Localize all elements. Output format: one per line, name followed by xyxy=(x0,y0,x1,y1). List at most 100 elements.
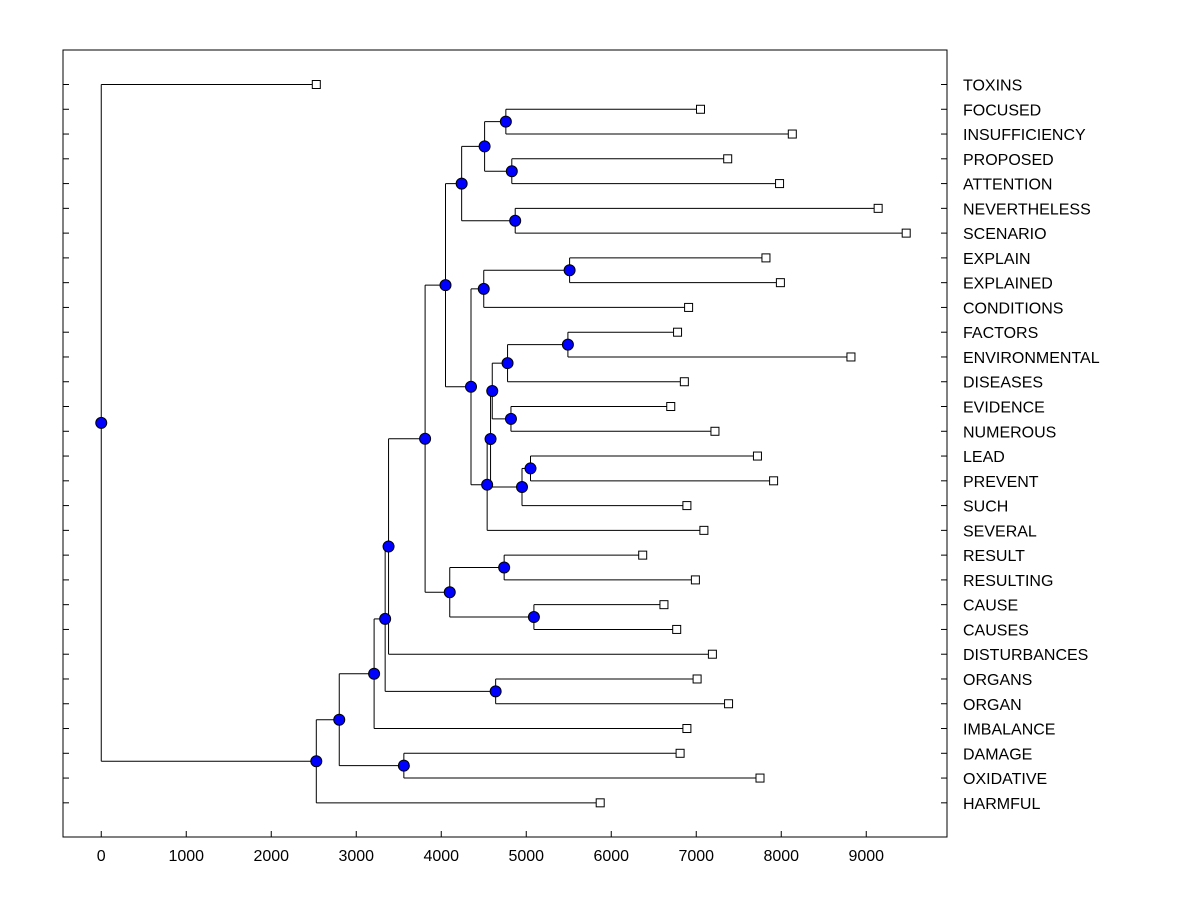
merge-node-marker xyxy=(489,685,502,698)
x-tick-label: 0 xyxy=(97,848,106,865)
leaf-label: TOXINS xyxy=(963,78,1022,95)
leaf-label: ENVIRONMENTAL xyxy=(963,350,1100,367)
y-ticks xyxy=(63,84,947,804)
leaf-marker xyxy=(682,501,692,511)
leaf-marker xyxy=(775,179,785,189)
leaf-label: RESULT xyxy=(963,548,1025,565)
leaf-label: EXPLAIN xyxy=(963,251,1031,268)
leaf-label: NUMEROUS xyxy=(963,424,1056,441)
merge-node-marker xyxy=(484,433,497,446)
leaf-marker xyxy=(723,154,733,164)
links-layer xyxy=(100,84,907,804)
merge-node-marker xyxy=(95,416,108,429)
leaf-marker xyxy=(684,302,694,312)
leaf-label: DAMAGE xyxy=(963,746,1032,763)
merge-node-marker xyxy=(439,279,452,292)
leaf-label: SUCH xyxy=(963,499,1008,516)
merge-node-marker xyxy=(379,612,392,625)
x-tick-label: 6000 xyxy=(593,848,629,865)
leaf-label: RESULTING xyxy=(963,573,1053,590)
leaf-label: OXIDATIVE xyxy=(963,771,1047,788)
leaf-marker xyxy=(659,600,669,610)
leaf-marker xyxy=(679,377,689,387)
leaf-label: NEVERTHELESS xyxy=(963,201,1091,218)
leaf-marker xyxy=(846,352,856,362)
leaf-marker xyxy=(707,649,717,659)
merge-node-marker xyxy=(465,380,477,393)
merge-node-marker xyxy=(443,586,456,599)
leaf-label: FACTORS xyxy=(963,325,1038,342)
merge-node-marker xyxy=(498,561,511,574)
leaf-label: IMBALANCE xyxy=(963,722,1055,739)
leaf-label: LEAD xyxy=(963,449,1005,466)
leaf-marker xyxy=(699,525,709,535)
x-tick-label: 7000 xyxy=(678,848,714,865)
leaf-label: DISTURBANCES xyxy=(963,647,1088,664)
x-tick-label: 8000 xyxy=(763,848,799,865)
merge-node-marker xyxy=(516,481,528,494)
leaf-marker xyxy=(673,327,683,337)
leaf-label: DISEASES xyxy=(963,375,1043,392)
leaf-marker xyxy=(682,724,692,734)
x-tick-label: 1000 xyxy=(168,848,204,865)
leaf-label: FOCUSED xyxy=(963,102,1041,119)
leaf-marker xyxy=(787,129,797,139)
leaf-label: EXPLAINED xyxy=(963,276,1053,293)
leaf-marker xyxy=(755,773,765,783)
merge-node-marker xyxy=(455,177,468,190)
x-tick-label: 3000 xyxy=(338,848,374,865)
leaf-label: CAUSES xyxy=(963,622,1029,639)
merge-node-marker xyxy=(310,755,323,768)
leaf-marker xyxy=(595,798,605,808)
merge-node-marker xyxy=(419,432,432,445)
leaf-markers-layer xyxy=(311,80,911,808)
leaf-marker xyxy=(696,104,705,114)
plot-frame xyxy=(62,49,948,838)
leaf-label: ORGAN xyxy=(963,697,1022,714)
x-tick-label: 2000 xyxy=(253,848,289,865)
leaf-marker xyxy=(873,203,883,213)
leaf-label: SCENARIO xyxy=(963,226,1047,243)
merge-node-marker xyxy=(368,667,381,680)
leaf-marker xyxy=(901,228,911,238)
leaf-label: ORGANS xyxy=(963,672,1032,689)
leaf-label: PROPOSED xyxy=(963,152,1054,169)
leaf-marker xyxy=(672,624,682,634)
leaf-marker xyxy=(675,748,685,758)
leaf-marker xyxy=(724,699,734,709)
leaf-label: CAUSE xyxy=(963,598,1018,615)
merge-node-marker xyxy=(477,282,490,295)
merge-node-marker xyxy=(382,540,395,553)
leaf-label: CONDITIONS xyxy=(963,300,1063,317)
leaf-marker xyxy=(692,674,702,684)
leaf-marker xyxy=(769,476,779,486)
leaf-marker xyxy=(752,451,762,461)
merge-node-marker xyxy=(333,713,346,726)
merge-node-marker xyxy=(501,357,514,370)
merge-node-marker xyxy=(524,462,537,475)
x-axis: 0 1000 2000 3000 4000 5000 6000 7000 8000 9000 xyxy=(97,831,884,865)
leaf-label: INSUFFICIENCY xyxy=(963,127,1086,144)
leaf-marker xyxy=(311,80,321,89)
merge-node-marker xyxy=(499,115,512,128)
leaf-marker xyxy=(775,278,785,288)
leaf-label: ATTENTION xyxy=(963,177,1052,194)
x-tick-label: 5000 xyxy=(508,848,544,865)
leaf-label: PREVENT xyxy=(963,474,1039,491)
leaf-labels-layer: TOXINS FOCUSED INSUFFICIENCY PROPOSED ATTENT… xyxy=(963,78,1100,813)
x-tick-label: 4000 xyxy=(423,848,459,865)
merge-node-marker xyxy=(397,759,410,772)
leaf-label: HARMFUL xyxy=(963,796,1040,813)
x-tick-label: 9000 xyxy=(848,848,884,865)
merge-node-marker xyxy=(478,140,491,153)
leaf-marker xyxy=(761,253,771,263)
leaf-label: SEVERAL xyxy=(963,523,1037,540)
merge-node-marker xyxy=(561,338,574,351)
merge-node-marker xyxy=(527,611,540,624)
merge-node-marker xyxy=(509,214,522,227)
leaf-marker xyxy=(710,426,720,436)
nodes-layer xyxy=(95,115,576,772)
merge-node-marker xyxy=(504,412,517,425)
leaf-marker xyxy=(666,402,676,412)
